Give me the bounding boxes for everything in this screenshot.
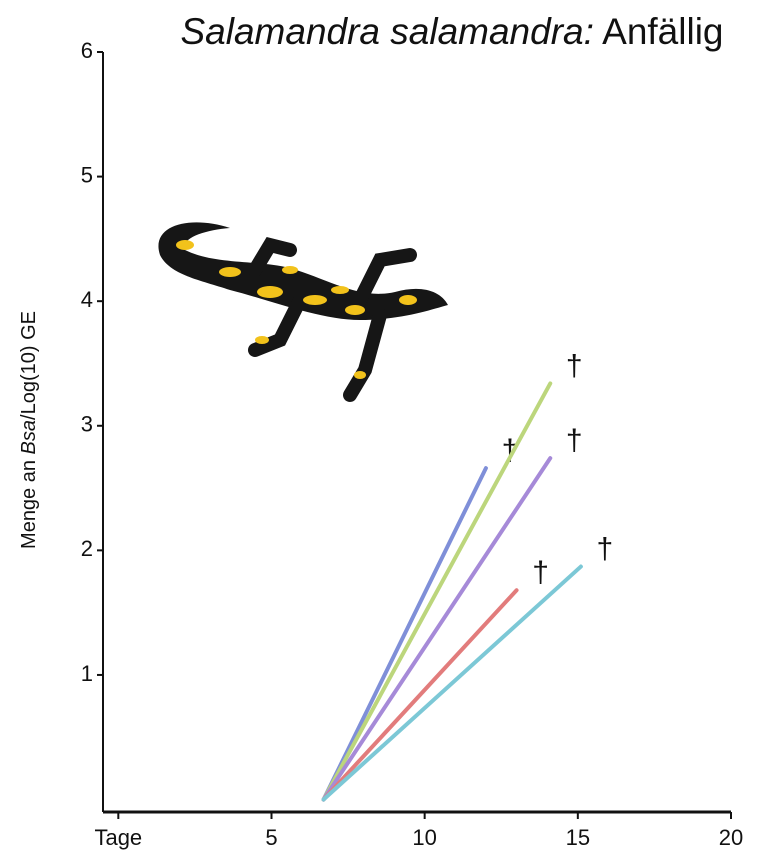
x-tick-label: 15 — [566, 825, 590, 850]
y-label-part: Menge an — [18, 454, 40, 549]
death-marker: † — [566, 349, 583, 382]
death-marker: † — [532, 556, 549, 589]
title-rest — [594, 11, 602, 52]
title-normal: Anfällig — [602, 11, 723, 52]
title-italic: Salamandra salamandra: — [180, 11, 593, 52]
salamander-image — [158, 222, 448, 395]
y-tick-label: 2 — [81, 536, 93, 561]
y-tick-label: 3 — [81, 412, 93, 437]
series-line — [324, 458, 551, 799]
series-line — [324, 567, 581, 800]
death-marker: † — [597, 532, 614, 565]
death-marker: † — [566, 424, 583, 457]
series-line — [324, 468, 486, 799]
y-tick-label: 5 — [81, 162, 93, 187]
y-tick-label: 1 — [81, 661, 93, 686]
x-tick-label: Tage — [94, 825, 142, 850]
x-tick-label: 10 — [412, 825, 436, 850]
y-tick-label: 6 — [81, 38, 93, 63]
y-label-part: /Log(10) GE — [18, 311, 40, 420]
chart-title: Salamandra salamandra: Anfällig — [180, 11, 723, 52]
x-tick-label: 20 — [719, 825, 743, 850]
x-tick-label: 5 — [265, 825, 277, 850]
y-axis-label: Menge an Bsa/Log(10) GE — [18, 311, 40, 549]
y-label-part: Bsa — [18, 420, 40, 454]
y-tick-label: 4 — [81, 287, 93, 312]
chart: Salamandra salamandra: Anfällig Menge an… — [0, 0, 771, 856]
